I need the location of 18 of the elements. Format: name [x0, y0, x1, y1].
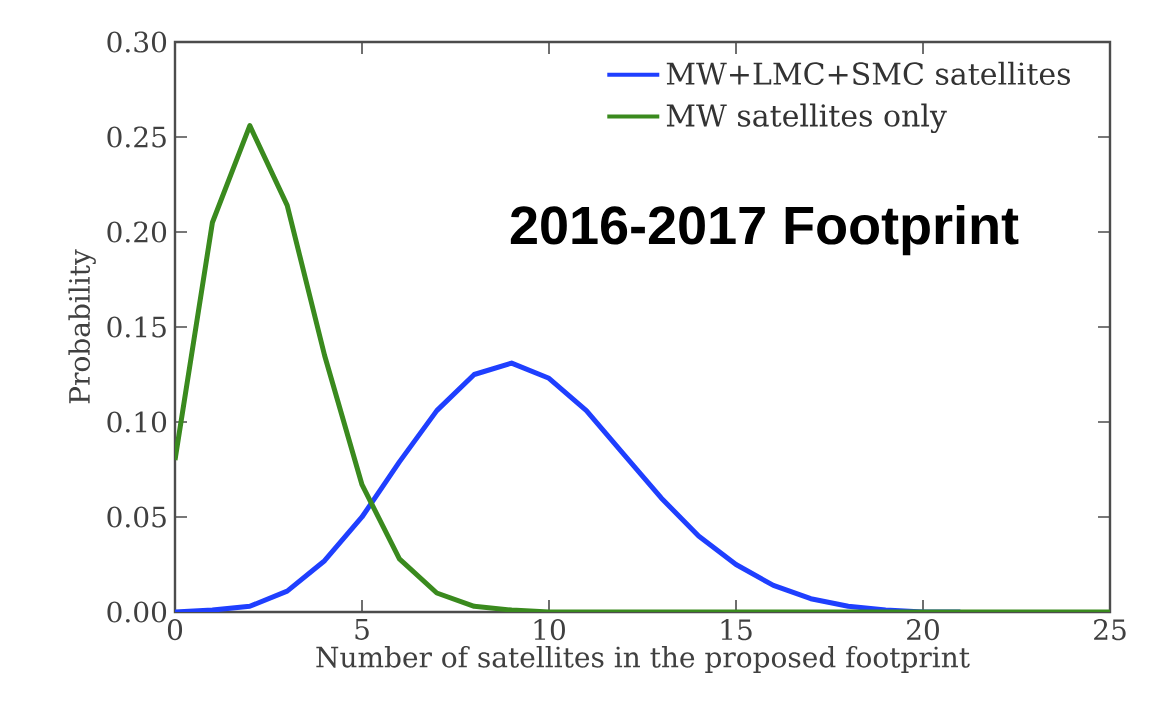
x-tick-label: 5: [355, 619, 369, 640]
y-tick-label: 0.20: [107, 221, 167, 243]
x-tick-label: 20: [907, 619, 939, 641]
x-tick-label: 25: [1094, 619, 1126, 641]
x-axis-title: Number of satellites in the proposed footprint: [316, 645, 970, 674]
y-tick-label: 0.05: [107, 506, 166, 528]
y-tick-label: 0.00: [107, 601, 167, 623]
y-tick-label: 0.10: [107, 411, 167, 433]
x-tick-label: 15: [721, 619, 752, 641]
y-tick-label: 0.15: [107, 316, 166, 338]
y-tick-label: 0.30: [107, 31, 167, 53]
x-tick-label: 10: [534, 619, 565, 641]
y-axis-title: Probability: [68, 249, 96, 404]
y-tick-label: 0.25: [107, 126, 166, 148]
legend-label: MW+LMC+SMC satellites: [666, 61, 1071, 86]
x-tick-label: 0: [167, 619, 183, 641]
annotation: 2016-2017 Footprint: [510, 204, 1019, 256]
legend-label: MW satellites only: [666, 103, 947, 134]
